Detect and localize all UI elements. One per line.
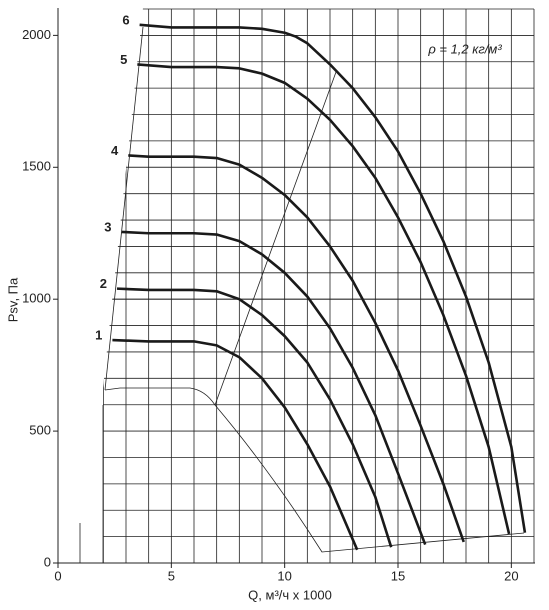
y-tick-label: 0 [44,554,51,569]
y-tick-label: 500 [29,423,51,438]
curve-label: 6 [122,12,129,27]
curve-label: 1 [95,328,102,343]
curve-label: 4 [111,143,119,158]
envelope-line [214,71,337,406]
y-tick-label: 1500 [22,159,51,174]
curve [137,63,511,535]
curve [112,338,359,551]
curve-label: 2 [100,276,107,291]
x-tick-label: 10 [277,568,291,583]
y-tick-label: 2000 [22,27,51,42]
curve-label: 3 [104,219,111,234]
annotation: ρ = 1,2 кг/м³ [427,41,502,56]
envelope-line [104,387,525,553]
x-tick-label: 20 [504,568,518,583]
x-tick-label: 15 [391,568,405,583]
envelope-line [104,26,144,391]
curve [121,230,427,545]
y-tick-label: 1000 [22,291,51,306]
curve-label: 5 [120,52,127,67]
x-tick-label: 5 [168,568,175,583]
x-axis-label: Q, м³/ч x 1000 [248,587,332,602]
x-tick-label: 0 [54,568,61,583]
curve [139,23,527,533]
y-axis-label: Psv, Па [5,277,20,322]
curve [128,154,465,543]
curve [116,287,393,548]
